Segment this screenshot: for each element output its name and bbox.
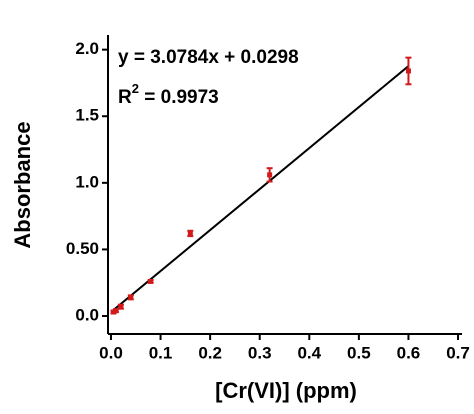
x-tick-label: 0.3	[248, 343, 272, 362]
point	[187, 230, 193, 236]
point	[118, 304, 124, 310]
r-base: R	[118, 87, 132, 108]
y-tick-label: 0.0	[75, 306, 99, 325]
x-tick-label: 0.0	[99, 343, 123, 362]
x-tick-label: 0.6	[397, 343, 421, 362]
trendline	[112, 65, 410, 311]
x-tick-label: 0.4	[297, 343, 321, 362]
point	[128, 294, 134, 300]
y-tick-label: 1.0	[75, 172, 99, 191]
point	[113, 308, 119, 314]
x-tick-label: 0.2	[198, 343, 222, 362]
point	[267, 172, 273, 178]
x-tick-label: 0.5	[347, 343, 371, 362]
equation: y = 3.0784x + 0.0298	[118, 47, 299, 68]
y-tick-label: 0.50	[66, 239, 99, 258]
x-tick-label: 0.7	[446, 343, 470, 362]
y-tick-label: 1.5	[75, 106, 99, 125]
x-axis-title: [Cr(VI)] (ppm)	[215, 378, 357, 403]
point	[148, 278, 154, 284]
y-tick-label: 2.0	[75, 39, 99, 58]
point	[405, 68, 411, 74]
r-value: = 0.9973	[139, 87, 219, 108]
x-tick-label: 0.1	[149, 343, 173, 362]
r-squared: R2 = 0.9973	[118, 81, 219, 108]
r-superscript: 2	[132, 81, 139, 96]
y-axis-title: Absorbance	[10, 121, 35, 248]
